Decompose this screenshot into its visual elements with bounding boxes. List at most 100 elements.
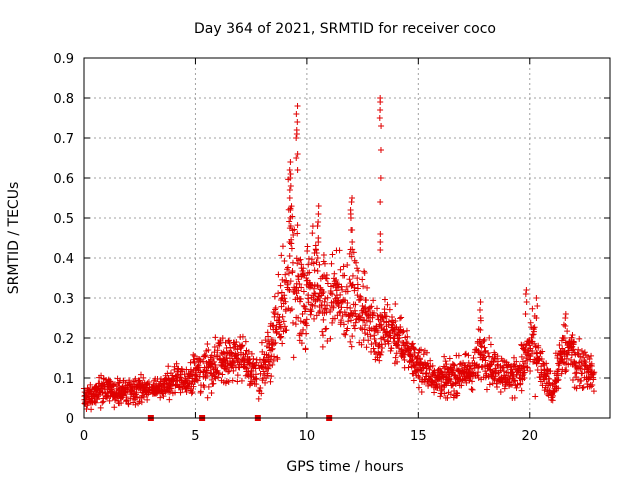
data-point (212, 375, 219, 382)
data-point (576, 335, 583, 342)
data-point (531, 324, 538, 331)
data-point (277, 282, 284, 289)
data-point (269, 337, 276, 344)
data-point (95, 391, 102, 398)
data-point (219, 371, 226, 378)
data-point (345, 318, 352, 325)
data-point (442, 358, 449, 365)
data-point (242, 338, 249, 345)
data-point (485, 349, 492, 356)
data-point (555, 376, 562, 383)
data-point (359, 309, 366, 316)
data-point (285, 264, 292, 271)
data-point (290, 354, 297, 361)
data-point (348, 253, 355, 260)
data-point (562, 368, 569, 375)
data-point (313, 250, 320, 257)
data-point (308, 308, 315, 315)
data-point (395, 338, 402, 345)
data-point (563, 355, 570, 362)
data-point (283, 327, 290, 334)
data-point (95, 393, 102, 400)
data-point (337, 291, 344, 298)
data-point (511, 354, 518, 361)
data-point (384, 301, 391, 308)
data-point (509, 369, 516, 376)
data-point (306, 269, 313, 276)
data-point (560, 321, 567, 328)
data-point (294, 222, 301, 229)
data-point (349, 195, 356, 201)
data-point (255, 395, 262, 402)
data-point (327, 335, 334, 342)
data-point (324, 302, 331, 309)
data-point (347, 304, 354, 311)
data-point (364, 284, 371, 291)
data-point (289, 268, 296, 275)
data-point (339, 286, 346, 293)
data-point (367, 333, 374, 340)
data-point (392, 318, 399, 325)
data-point (223, 344, 230, 351)
data-point (570, 339, 577, 346)
data-point (481, 354, 488, 361)
data-point (480, 338, 487, 345)
data-point (210, 380, 217, 387)
data-point (403, 339, 410, 346)
data-point (319, 328, 326, 335)
data-point (569, 377, 576, 384)
data-point (272, 306, 279, 313)
data-point (342, 331, 349, 338)
data-point (394, 358, 401, 365)
data-point (313, 259, 320, 266)
data-point (287, 207, 294, 213)
data-point (373, 340, 380, 347)
data-point (573, 385, 580, 392)
data-point (477, 315, 484, 321)
data-point (366, 304, 373, 311)
x-tick-label: 20 (521, 429, 538, 444)
data-point (344, 288, 351, 295)
y-tick-label: 0.1 (53, 372, 74, 387)
data-point (319, 290, 326, 297)
data-point (476, 307, 483, 313)
data-point (405, 364, 412, 371)
data-point (217, 339, 224, 346)
data-point (354, 265, 361, 272)
data-point (248, 367, 255, 374)
data-point (532, 393, 539, 400)
data-point (107, 378, 114, 385)
y-tick-label: 0 (66, 412, 74, 427)
data-point (275, 271, 282, 278)
data-point (303, 322, 310, 329)
data-point (303, 316, 310, 323)
data-point (319, 343, 326, 350)
data-point (140, 374, 147, 381)
data-point (300, 288, 307, 295)
data-point (249, 380, 256, 387)
data-point (441, 390, 448, 397)
data-point (230, 367, 237, 374)
data-point (287, 171, 294, 177)
data-point (296, 280, 303, 287)
data-point (307, 282, 314, 289)
data-point (522, 311, 529, 317)
data-point (477, 327, 484, 333)
data-point (352, 301, 359, 308)
data-point (328, 260, 335, 267)
data-point (133, 389, 140, 396)
data-point (354, 285, 361, 292)
data-point (399, 329, 406, 336)
data-point (285, 270, 292, 277)
data-point (320, 252, 327, 259)
data-point (347, 211, 354, 217)
data-point (291, 226, 298, 233)
x-tick-label: 15 (410, 429, 427, 444)
data-point (347, 338, 354, 345)
data-point (265, 352, 272, 359)
data-point (250, 374, 257, 381)
data-point (324, 280, 331, 287)
data-point (329, 251, 336, 258)
data-point (486, 381, 493, 388)
